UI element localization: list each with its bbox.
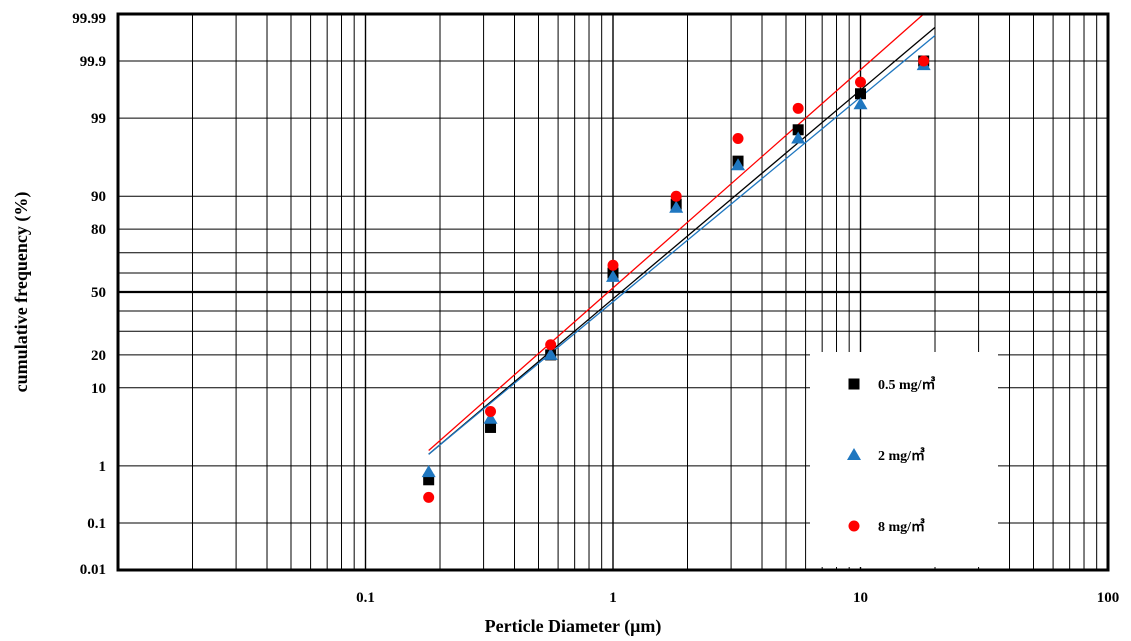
plot-frame bbox=[116, 12, 1110, 572]
y-tick-labels: 0.01 0.1 1 10 20 50 80 90 99 99.9 99.99 bbox=[72, 11, 106, 578]
square-point bbox=[855, 88, 866, 100]
legend: 0.5 mg/㎥ 2 mg/㎥ 8 mg/㎥ bbox=[847, 376, 936, 535]
y-tick-label: 0.1 bbox=[87, 516, 106, 532]
y-tick-label: 0.01 bbox=[80, 562, 106, 578]
triangle-point bbox=[606, 269, 620, 282]
y-tick-label: 99 bbox=[91, 111, 106, 127]
triangle-point bbox=[421, 465, 436, 478]
triangle-point bbox=[669, 200, 684, 213]
legend-square-marker bbox=[848, 378, 860, 390]
legend-circle-marker bbox=[848, 520, 860, 532]
fit-line bbox=[428, 34, 936, 455]
legend-box bbox=[810, 352, 998, 567]
y-tick-label: 99.99 bbox=[72, 11, 106, 27]
y-tick-label: 10 bbox=[91, 381, 106, 397]
legend-label: 8 mg/㎥ bbox=[878, 518, 925, 535]
triangle-point bbox=[483, 411, 498, 424]
x-tick-labels: 0.1 1 10 100 bbox=[356, 590, 1119, 606]
y-tick-label: 90 bbox=[91, 189, 106, 205]
square-point bbox=[423, 474, 435, 486]
legend-label: 0.5 mg/㎥ bbox=[878, 376, 936, 393]
circle-point bbox=[855, 76, 866, 88]
triangle-point bbox=[731, 158, 746, 171]
y-tick-label: 50 bbox=[91, 285, 106, 301]
square-point bbox=[485, 421, 497, 433]
triangle-point bbox=[543, 347, 558, 360]
x-axis-title: Perticle Diameter (μm) bbox=[485, 616, 662, 637]
fit-line bbox=[428, 13, 925, 451]
circle-point bbox=[423, 491, 435, 503]
circle-point bbox=[918, 55, 930, 67]
legend-label: 2 mg/㎥ bbox=[878, 447, 925, 464]
circle-point bbox=[792, 102, 804, 114]
square-point bbox=[792, 124, 804, 136]
x-tick-label: 0.1 bbox=[356, 590, 375, 606]
x-tick-label: 100 bbox=[1097, 590, 1120, 606]
y-tick-label: 99.9 bbox=[80, 54, 106, 70]
circle-point bbox=[732, 132, 744, 144]
y-tick-label: 20 bbox=[91, 348, 106, 364]
triangle-point bbox=[791, 131, 806, 144]
y-tick-label: 1 bbox=[99, 459, 107, 475]
triangle-point bbox=[853, 97, 868, 110]
circle-point bbox=[545, 339, 557, 351]
fit-line bbox=[428, 26, 936, 455]
circle-point bbox=[607, 259, 619, 271]
x-tick-label: 1 bbox=[609, 590, 617, 606]
circle-point bbox=[485, 405, 497, 417]
y-axis-title: cumulative frequency (%) bbox=[11, 192, 32, 393]
circle-point bbox=[670, 190, 682, 202]
legend-triangle-marker bbox=[847, 448, 861, 460]
y-tick-label: 80 bbox=[91, 222, 106, 238]
data-points bbox=[421, 55, 931, 503]
fit-lines bbox=[428, 13, 936, 455]
x-tick-label: 10 bbox=[853, 590, 868, 606]
